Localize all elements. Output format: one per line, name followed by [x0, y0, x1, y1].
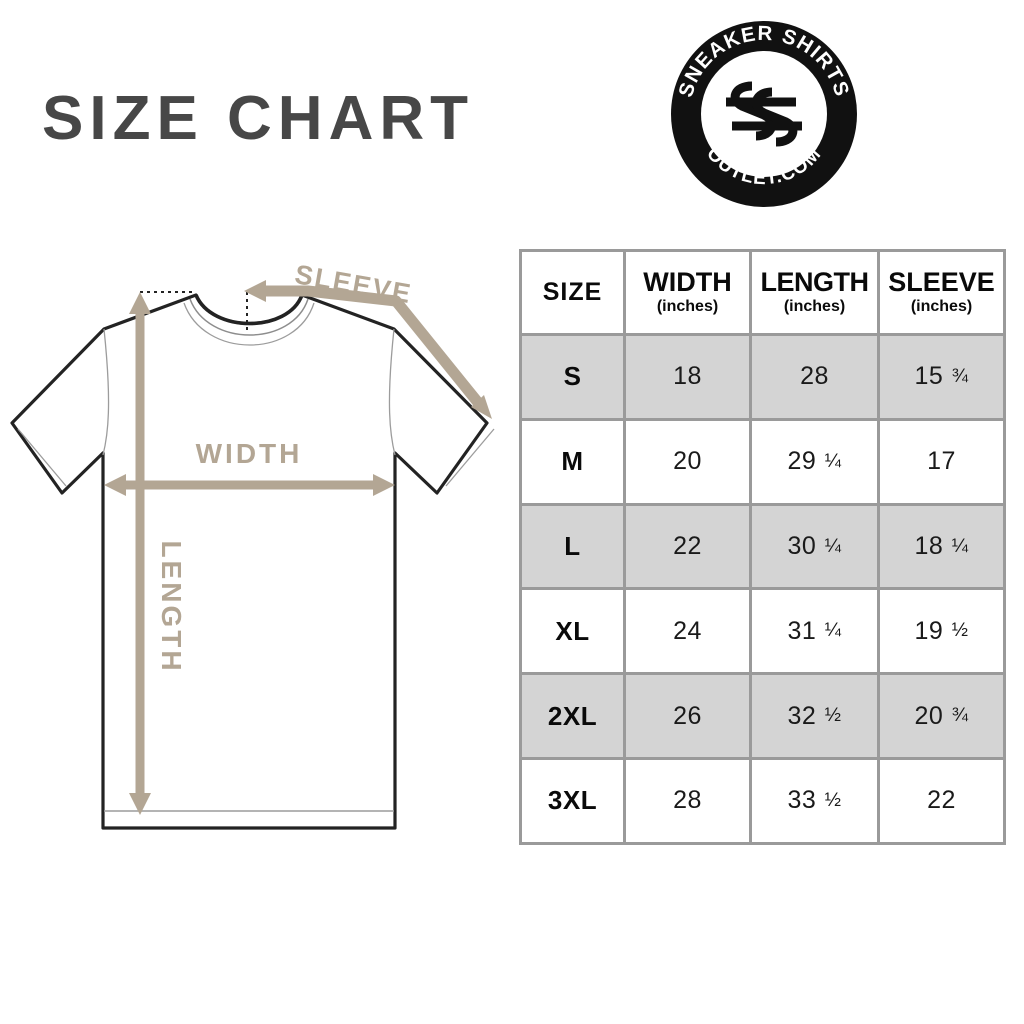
table-header-row: SIZE WIDTH (inches) LENGTH (inches) SLEE…: [519, 249, 1006, 336]
length-value: 28: [800, 362, 829, 391]
cell-sleeve: 22: [877, 756, 1006, 845]
cell-width: 22: [623, 502, 752, 591]
cell-length: 31 ¼: [749, 587, 880, 676]
width-value: 24: [673, 616, 702, 645]
header-cell-width: WIDTH (inches): [623, 249, 752, 336]
width-value: 28: [673, 786, 702, 815]
header-width-label: WIDTH: [643, 266, 732, 297]
length-measure-arrow: [129, 292, 151, 815]
table-row: S 18 28 15 ¾: [519, 333, 1006, 421]
cell-size-l: L: [519, 502, 626, 591]
sleeve-value: 19 ½: [914, 616, 969, 645]
cell-width: 20: [623, 417, 752, 506]
header-size-label: SIZE: [542, 278, 603, 306]
header-length-units: (inches): [783, 298, 846, 316]
tshirt-outline: [10, 293, 489, 830]
cell-size-s: S: [519, 333, 626, 421]
sleeve-value: 20 ¾: [914, 701, 969, 730]
width-label: WIDTH: [196, 438, 303, 469]
cell-sleeve: 17: [877, 417, 1006, 506]
cell-width: 18: [623, 333, 752, 421]
cell-width: 26: [623, 672, 752, 760]
length-value: 33 ½: [787, 786, 842, 815]
length-label: LENGTH: [156, 540, 187, 673]
table-row: M 20 29 ¼ 17: [519, 417, 1006, 506]
cell-size-3xl: 3XL: [519, 756, 626, 845]
tshirt-collar: [183, 294, 315, 346]
tshirt-seams: [102, 328, 396, 456]
size-label: L: [564, 530, 581, 561]
header-cell-length: LENGTH (inches): [749, 249, 880, 336]
size-label: XL: [555, 615, 590, 646]
width-value: 18: [673, 362, 702, 391]
sleeve-value: 22: [927, 786, 956, 815]
sleeve-value: 17: [927, 447, 956, 476]
cell-length: 33 ½: [749, 756, 880, 845]
tshirt-cuff-hems: [17, 428, 495, 487]
cell-size-xl: XL: [519, 587, 626, 676]
header-sleeve-label: SLEEVE: [888, 266, 995, 297]
length-value: 30 ¼: [787, 531, 842, 560]
width-value: 26: [673, 701, 702, 730]
cell-length: 32 ½: [749, 672, 880, 760]
width-value: 22: [673, 531, 702, 560]
header-length-label: LENGTH: [760, 266, 870, 297]
size-label: 3XL: [547, 785, 598, 816]
header-width-units: (inches): [656, 298, 719, 316]
page-title: SIZE CHART: [42, 84, 474, 153]
cell-width: 28: [623, 756, 752, 845]
sleeve-value: 15 ¾: [914, 362, 969, 391]
guide-lines: [140, 291, 248, 331]
size-label: S: [563, 361, 582, 392]
cell-sleeve: 20 ¾: [877, 672, 1006, 760]
cell-width: 24: [623, 587, 752, 676]
sleeve-value: 18 ¼: [914, 531, 969, 560]
cell-size-2xl: 2XL: [519, 672, 626, 760]
table-body: S 18 28 15 ¾ M 20 29 ¼ 17 L 22 30 ¼ 18 ¼ XL 24 31 ¼ 19 …: [519, 333, 1006, 845]
table-row: XL 24 31 ¼ 19 ½: [519, 587, 1006, 676]
table-row: 2XL 26 32 ½ 20 ¾: [519, 672, 1006, 760]
size-chart-table: SIZE WIDTH (inches) LENGTH (inches) SLEE…: [519, 249, 1006, 845]
logo-monogram: [726, 81, 802, 147]
width-measure-arrow: [104, 474, 395, 496]
size-label: M: [561, 446, 584, 477]
header-sleeve-units: (inches): [910, 298, 973, 316]
cell-sleeve: 18 ¼: [877, 502, 1006, 591]
cell-length: 28: [749, 333, 880, 421]
width-value: 20: [673, 447, 702, 476]
length-value: 32 ½: [787, 701, 842, 730]
cell-sleeve: 19 ½: [877, 587, 1006, 676]
header-cell-sleeve: SLEEVE (inches): [877, 249, 1006, 336]
sleeve-measure-arrow: [244, 280, 492, 419]
cell-length: 29 ¼: [749, 417, 880, 506]
table-row: L 22 30 ¼ 18 ¼: [519, 502, 1006, 591]
cell-size-m: M: [519, 417, 626, 506]
length-value: 31 ¼: [787, 616, 842, 645]
length-value: 29 ¼: [787, 447, 842, 476]
tshirt-diagram: SLEEVE WIDTH LENGTH: [0, 255, 512, 845]
brand-logo: SNEAKER SHIRTS OUTLET.COM: [664, 14, 864, 214]
cell-sleeve: 15 ¾: [877, 333, 1006, 421]
cell-length: 30 ¼: [749, 502, 880, 591]
table-row: 3XL 28 33 ½ 22: [519, 756, 1006, 845]
size-label: 2XL: [547, 700, 598, 731]
header-cell-size: SIZE: [519, 249, 626, 336]
